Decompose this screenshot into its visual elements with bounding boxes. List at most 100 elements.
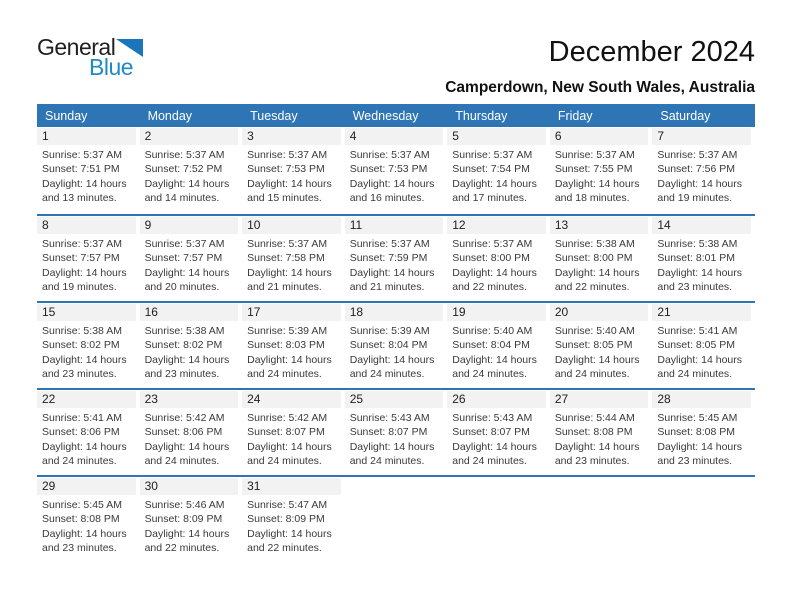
daylight-text: Daylight: 14 hours <box>144 266 230 279</box>
day-number: 5 <box>447 128 546 145</box>
daylight-text: Daylight: 14 hours <box>657 353 743 366</box>
daylight-text: Daylight: 14 hours <box>657 177 743 190</box>
sunset-text: Sunset: 8:08 PM <box>657 426 736 439</box>
day-cell-5: 5 Sunrise: 5:37 AM Sunset: 7:54 PM Daylight… <box>447 127 550 214</box>
daylight-minutes-text: and 23 minutes. <box>657 455 733 468</box>
weekday-header-monday: Monday <box>147 108 193 123</box>
day-number: 4 <box>344 128 444 145</box>
day-cell-25: 25 Sunrise: 5:43 AM Sunset: 8:07 PM Dayligh… <box>344 390 448 475</box>
daylight-text: Daylight: 14 hours <box>42 527 127 540</box>
sunrise-text: Sunrise: 5:37 AM <box>247 149 328 161</box>
day-number: 2 <box>139 128 239 145</box>
day-number: 28 <box>652 391 751 408</box>
daylight-minutes-text: and 23 minutes. <box>42 542 117 555</box>
day-number: 1 <box>37 128 136 145</box>
sunset-text: Sunset: 8:06 PM <box>144 426 223 439</box>
general-blue-logo: General Blue <box>37 36 144 79</box>
daylight-text: Daylight: 14 hours <box>42 353 127 366</box>
day-number: 17 <box>242 304 341 321</box>
sunset-text: Sunset: 8:05 PM <box>657 339 736 352</box>
daylight-text: Daylight: 14 hours <box>247 527 332 540</box>
logo-triangle-icon <box>116 39 144 61</box>
daylight-minutes-text: and 24 minutes. <box>554 368 630 381</box>
day-sun-info: Sunrise: 5:37 AM Sunset: 7:55 PM Daylight:… <box>550 145 649 206</box>
sunrise-text: Sunrise: 5:37 AM <box>657 149 738 161</box>
sunset-text: Sunset: 8:08 PM <box>42 513 120 526</box>
sunset-text: Sunset: 7:53 PM <box>349 163 428 176</box>
sunrise-text: Sunrise: 5:43 AM <box>452 412 533 424</box>
sunrise-text: Sunrise: 5:39 AM <box>349 325 430 337</box>
day-sun-info: Sunrise: 5:43 AM Sunset: 8:07 PM Daylight:… <box>447 408 546 469</box>
week-row-2: 8 Sunrise: 5:37 AM Sunset: 7:57 PM Daylight… <box>37 214 755 301</box>
sunrise-text: Sunrise: 5:45 AM <box>42 499 122 511</box>
day-number: 24 <box>242 391 341 408</box>
sunset-text: Sunset: 7:57 PM <box>144 252 223 265</box>
day-sun-info: Sunrise: 5:45 AM Sunset: 8:08 PM Daylight:… <box>37 495 136 556</box>
day-cell-19: 19 Sunrise: 5:40 AM Sunset: 8:04 PM Dayligh… <box>447 303 550 388</box>
sunrise-text: Sunrise: 5:42 AM <box>144 412 225 424</box>
day-sun-info: Sunrise: 5:46 AM Sunset: 8:09 PM Daylight:… <box>140 495 239 556</box>
sunrise-text: Sunrise: 5:39 AM <box>247 325 328 337</box>
day-number: 26 <box>447 391 546 408</box>
day-sun-info: Sunrise: 5:45 AM Sunset: 8:08 PM Daylight:… <box>652 408 751 469</box>
sunrise-text: Sunrise: 5:37 AM <box>144 149 225 161</box>
sunrise-text: Sunrise: 5:41 AM <box>42 412 122 424</box>
day-number: 9 <box>139 217 239 234</box>
day-sun-info: Sunrise: 5:42 AM Sunset: 8:07 PM Daylight:… <box>242 408 341 469</box>
day-number: 14 <box>652 217 751 234</box>
day-cell-16: 16 Sunrise: 5:38 AM Sunset: 8:02 PM Dayligh… <box>139 303 243 388</box>
day-number: 12 <box>447 217 546 234</box>
day-cell-empty <box>447 477 550 562</box>
day-sun-info: Sunrise: 5:42 AM Sunset: 8:06 PM Daylight:… <box>140 408 239 469</box>
day-cell-30: 30 Sunrise: 5:46 AM Sunset: 8:09 PM Dayligh… <box>139 477 243 562</box>
sunset-text: Sunset: 7:58 PM <box>247 252 325 265</box>
sunset-text: Sunset: 8:00 PM <box>452 252 530 265</box>
daylight-text: Daylight: 14 hours <box>452 353 537 366</box>
daylight-minutes-text: and 18 minutes. <box>554 192 630 205</box>
sunset-text: Sunset: 8:04 PM <box>452 339 530 352</box>
day-number: 21 <box>652 304 751 321</box>
day-cell-26: 26 Sunrise: 5:43 AM Sunset: 8:07 PM Dayligh… <box>447 390 550 475</box>
daylight-text: Daylight: 14 hours <box>452 266 537 279</box>
day-cell-24: 24 Sunrise: 5:42 AM Sunset: 8:07 PM Dayligh… <box>242 390 345 475</box>
sunset-text: Sunset: 7:56 PM <box>657 163 736 176</box>
day-number: 13 <box>549 217 649 234</box>
day-sun-info: Sunrise: 5:37 AM Sunset: 8:00 PM Daylight:… <box>447 234 546 295</box>
weekday-header-row: Sunday Monday Tuesday Wednesday Thursday Frid… <box>37 104 755 127</box>
sunrise-text: Sunrise: 5:38 AM <box>144 325 225 337</box>
sunset-text: Sunset: 8:07 PM <box>452 426 530 439</box>
day-cell-2: 2 Sunrise: 5:37 AM Sunset: 7:52 PM Daylight… <box>139 127 243 214</box>
daylight-minutes-text: and 19 minutes. <box>42 281 117 294</box>
sunset-text: Sunset: 7:59 PM <box>349 252 428 265</box>
weekday-header-friday: Friday <box>557 108 593 123</box>
sunrise-text: Sunrise: 5:37 AM <box>452 149 533 161</box>
daylight-minutes-text: and 21 minutes. <box>349 281 425 294</box>
daylight-minutes-text: and 24 minutes. <box>452 368 527 381</box>
title-block: December 2024 Camperdown, New South Wale… <box>445 36 755 97</box>
week-row-1: 1 Sunrise: 5:37 AM Sunset: 7:51 PM Daylight… <box>37 127 755 214</box>
day-number: 10 <box>242 217 341 234</box>
daylight-minutes-text: and 15 minutes. <box>247 192 322 205</box>
day-sun-info: Sunrise: 5:43 AM Sunset: 8:07 PM Daylight:… <box>345 408 444 469</box>
daylight-minutes-text: and 24 minutes. <box>144 455 220 468</box>
day-number: 27 <box>549 391 649 408</box>
day-cell-7: 7 Sunrise: 5:37 AM Sunset: 7:56 PM Daylight… <box>652 127 755 214</box>
daylight-text: Daylight: 14 hours <box>247 266 332 279</box>
week-row-3: 15 Sunrise: 5:38 AM Sunset: 8:02 PM Dayligh… <box>37 301 755 388</box>
sunset-text: Sunset: 7:54 PM <box>452 163 530 176</box>
daylight-minutes-text: and 24 minutes. <box>349 368 425 381</box>
day-sun-info: Sunrise: 5:37 AM Sunset: 7:53 PM Daylight:… <box>242 145 341 206</box>
day-number: 6 <box>549 128 649 145</box>
sunrise-text: Sunrise: 5:37 AM <box>452 238 533 250</box>
day-sun-info: Sunrise: 5:41 AM Sunset: 8:06 PM Daylight:… <box>37 408 136 469</box>
sunrise-text: Sunrise: 5:41 AM <box>657 325 738 337</box>
sunset-text: Sunset: 7:51 PM <box>42 163 120 176</box>
sunset-text: Sunset: 7:52 PM <box>144 163 223 176</box>
sunset-text: Sunset: 8:02 PM <box>144 339 223 352</box>
daylight-minutes-text: and 14 minutes. <box>144 192 220 205</box>
day-cell-4: 4 Sunrise: 5:37 AM Sunset: 7:53 PM Daylight… <box>344 127 448 214</box>
sunset-text: Sunset: 8:05 PM <box>554 339 633 352</box>
day-sun-info: Sunrise: 5:38 AM Sunset: 8:02 PM Daylight:… <box>37 321 136 382</box>
day-number: 3 <box>242 128 341 145</box>
